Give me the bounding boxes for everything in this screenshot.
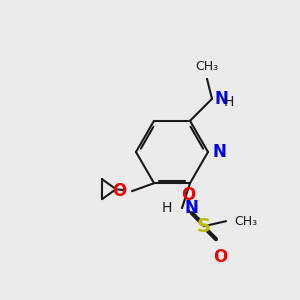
Text: O: O	[181, 186, 195, 204]
Text: N: N	[214, 90, 228, 108]
Text: CH₃: CH₃	[234, 215, 257, 228]
Text: S: S	[197, 217, 211, 236]
Text: H: H	[224, 95, 234, 109]
Text: O: O	[112, 182, 126, 200]
Text: N: N	[212, 143, 226, 161]
Text: O: O	[213, 248, 227, 266]
Text: CH₃: CH₃	[195, 60, 219, 73]
Text: H: H	[162, 201, 172, 215]
Text: N: N	[184, 199, 198, 217]
